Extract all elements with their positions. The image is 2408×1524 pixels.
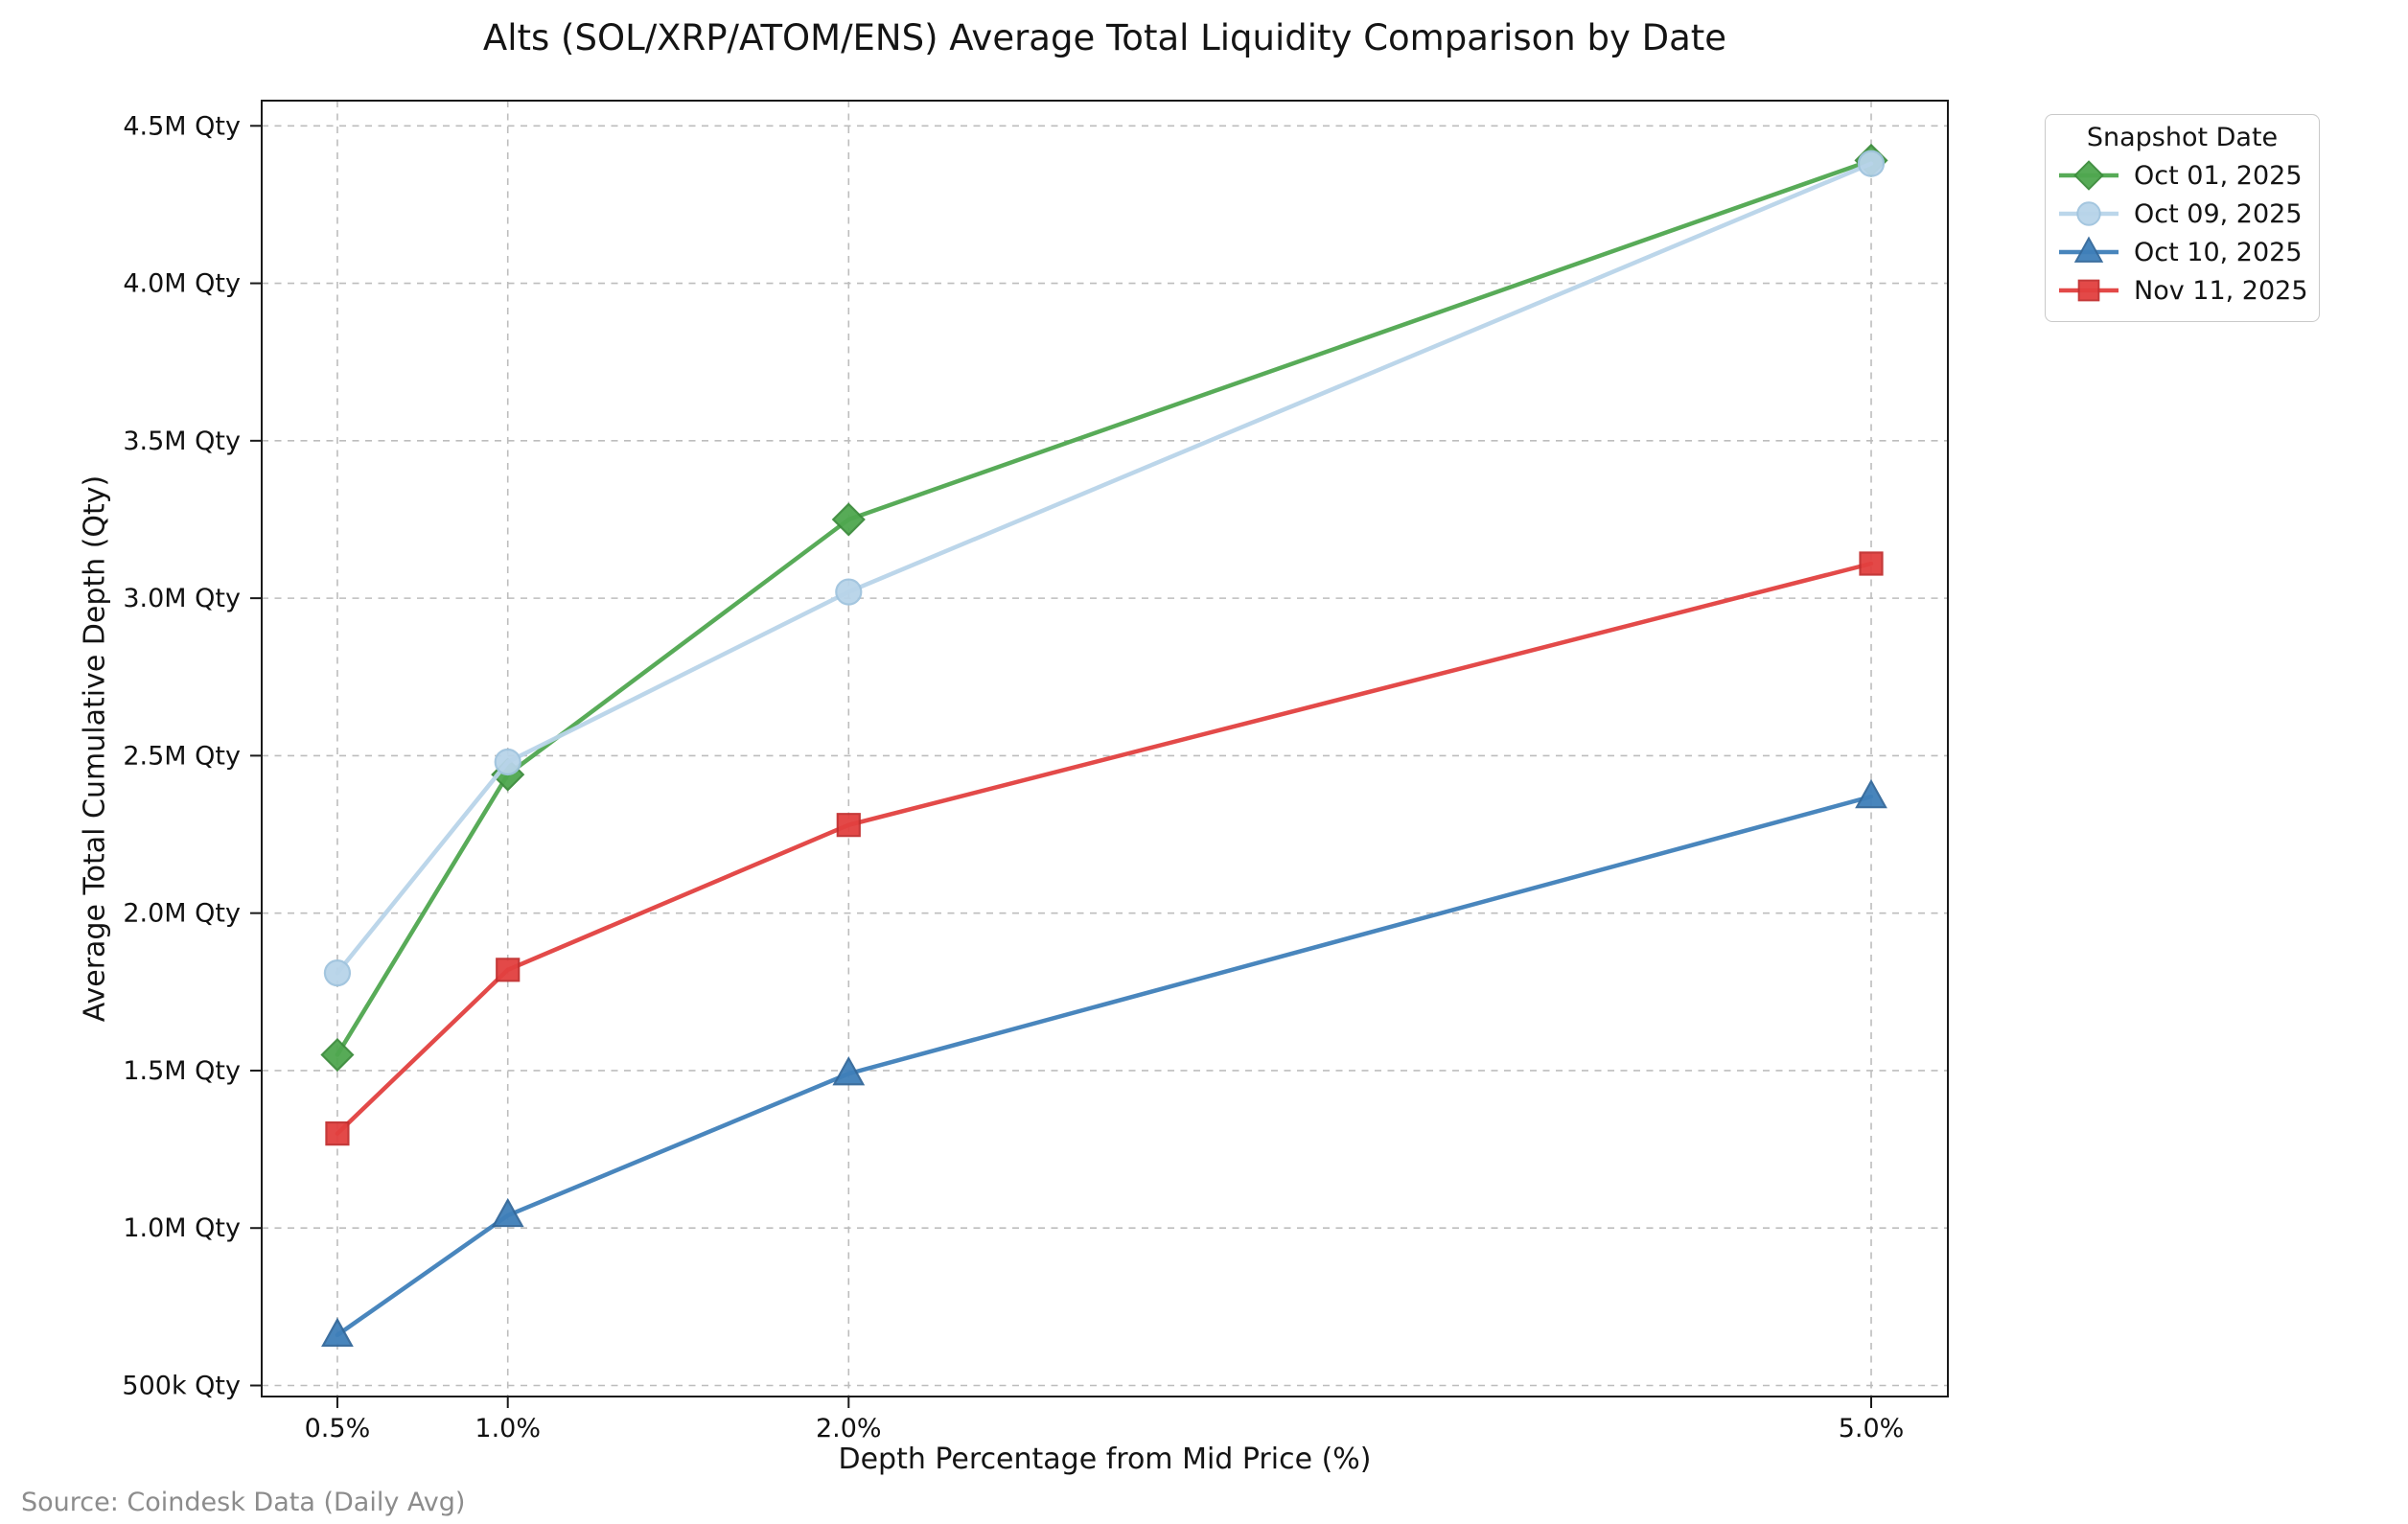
svg-text:3.5M Qty: 3.5M Qty	[123, 427, 241, 456]
legend-marker-circle-icon	[2059, 201, 2119, 226]
source-note: Source: Coindesk Data (Daily Avg)	[21, 1488, 466, 1517]
legend-marker-square-icon	[2059, 279, 2119, 302]
legend-item-label: Oct 09, 2025	[2134, 198, 2303, 229]
svg-text:3.0M Qty: 3.0M Qty	[123, 584, 241, 613]
svg-text:5.0%: 5.0%	[1839, 1414, 1905, 1443]
x-axis-label: Depth Percentage from Mid Price (%)	[838, 1443, 1372, 1476]
legend-item: Oct 10, 2025	[2053, 233, 2311, 271]
legend-item-label: Oct 10, 2025	[2134, 237, 2303, 267]
svg-text:2.5M Qty: 2.5M Qty	[123, 741, 241, 771]
svg-text:4.0M Qty: 4.0M Qty	[123, 269, 241, 299]
svg-text:0.5%: 0.5%	[305, 1414, 371, 1443]
legend-title: Snapshot Date	[2086, 123, 2279, 152]
legend-item: Nov 11, 2025	[2053, 271, 2311, 310]
legend-item-label: Nov 11, 2025	[2134, 275, 2308, 306]
y-axis-label: Average Total Cumulative Depth (Qty)	[78, 474, 112, 1023]
legend-marker-triangle-icon	[2059, 236, 2119, 263]
svg-text:1.0%: 1.0%	[475, 1414, 541, 1443]
svg-text:4.5M Qty: 4.5M Qty	[123, 111, 241, 141]
svg-text:2.0%: 2.0%	[816, 1414, 882, 1443]
legend-marker-diamond-icon	[2059, 160, 2119, 191]
svg-text:1.0M Qty: 1.0M Qty	[123, 1213, 241, 1243]
svg-text:1.5M Qty: 1.5M Qty	[123, 1056, 241, 1086]
svg-text:2.0M Qty: 2.0M Qty	[123, 899, 241, 929]
svg-text:500k Qty: 500k Qty	[122, 1372, 241, 1401]
legend-item: Oct 09, 2025	[2053, 195, 2311, 233]
legend: Snapshot Date Oct 01, 2025 Oct 09, 2025 …	[2045, 114, 2320, 322]
legend-item-label: Oct 01, 2025	[2134, 160, 2303, 191]
page-title: Alts (SOL/XRP/ATOM/ENS) Average Total Li…	[482, 17, 1727, 58]
legend-item: Oct 01, 2025	[2053, 156, 2311, 195]
